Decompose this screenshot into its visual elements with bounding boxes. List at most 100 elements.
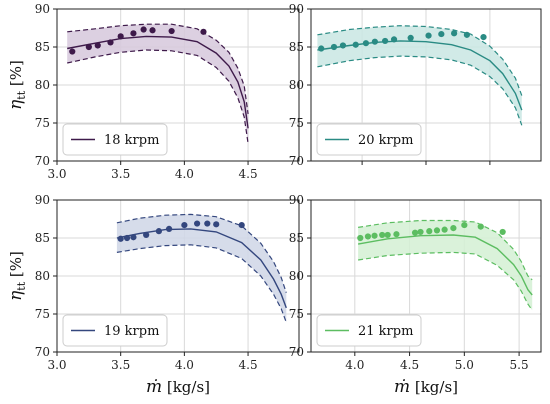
- panel-4-data-point: [411, 229, 419, 236]
- panel-1-data-point: [130, 30, 137, 37]
- panel-2-plot: [317, 25, 523, 126]
- panel-1-band: [67, 24, 249, 144]
- panel-4-data-point: [393, 231, 400, 238]
- panel-2-data-point: [318, 45, 325, 52]
- panel-4-model-line: [357, 234, 533, 296]
- panel-4-data-point: [417, 228, 424, 236]
- panel-1-data-point: [149, 27, 156, 34]
- panel-1-data-point: [140, 26, 147, 33]
- panel-3-upper-bound: [116, 213, 287, 293]
- panel-4-ytick-label: 80: [289, 269, 304, 283]
- panel-2: 70 75 80 85 90 20 krpm: [289, 2, 542, 168]
- panel-1: 70 75 80 85 90 3.0 3.5 4.0 4.5 18 krpm: [35, 2, 300, 181]
- panel-2-lower-bound: [317, 55, 523, 126]
- panel-1-data-point: [200, 28, 207, 35]
- panel-1-ytick-label: 75: [35, 116, 50, 130]
- panel-1-ytick-label: 85: [35, 40, 50, 54]
- panel-4-band: [358, 220, 533, 311]
- panel-3-xtick-label: 4.0: [175, 358, 194, 372]
- panel-3-legend-label: 19 krpm: [104, 324, 159, 339]
- panel-4-data-point: [364, 233, 372, 240]
- panel-2-ytick-label: 85: [289, 40, 304, 54]
- panel-1-ytick-label: 80: [35, 78, 50, 92]
- panel-3-model-line: [116, 228, 287, 309]
- panel-4-data-point: [477, 223, 484, 230]
- panel-2-data-point: [425, 32, 432, 39]
- panel-1-data-point: [117, 33, 124, 40]
- panel-3-data-point: [130, 234, 137, 241]
- panel-2-upper-bound: [317, 25, 523, 96]
- panel-3-legend: 19 krpm: [62, 314, 168, 347]
- panel-3-data-point: [204, 220, 211, 227]
- panel-4-data-point: [461, 221, 468, 229]
- panel-2-ytick-label: 80: [289, 78, 304, 92]
- panel-4-data-point: [371, 232, 378, 239]
- panel-3-data-point: [155, 228, 162, 235]
- panel-1-ylabel: ηtt [%]: [6, 60, 28, 110]
- panel-2-data-point: [330, 43, 338, 51]
- panel-4-data-point: [450, 225, 457, 232]
- panel-1-xtick-label: 3.0: [47, 167, 66, 181]
- panel-1-ytick-label: 90: [35, 2, 50, 16]
- panel-4-lower-bound: [358, 251, 533, 311]
- panel-4-legend-box: [316, 314, 422, 347]
- panel-1-xtick-label: 4.5: [239, 167, 258, 181]
- panel-1-upper-bound: [67, 23, 249, 114]
- panel-2-data-point: [480, 34, 487, 41]
- panel-3-plot: [116, 213, 287, 323]
- panel-3-data-point: [213, 221, 220, 228]
- panel-2-band: [317, 25, 522, 126]
- panel-2-legend: 20 krpm: [316, 123, 422, 156]
- panel-4-data-point: [357, 234, 364, 242]
- panel-1-xtick-label: 3.5: [111, 167, 130, 181]
- panel-3-ylabel: ηtt [%]: [6, 251, 28, 301]
- panel-4-xtick-label: 5.0: [455, 358, 474, 372]
- panel-1-xtick-label: 4.0: [175, 167, 194, 181]
- panel-2-data-point: [407, 34, 414, 41]
- panel-4: 70 75 80 85 90 4.0 4.5 5.0 5.5 21 krpm: [289, 193, 542, 372]
- panel-4-data-point: [426, 228, 433, 235]
- panel-3-lower-bound: [116, 244, 287, 323]
- panel-1-legend-label: 18 krpm: [104, 133, 159, 148]
- panel-3-data-point: [181, 221, 188, 229]
- panel-1-data-point: [107, 39, 114, 46]
- panel-1-legend-box: [62, 123, 168, 156]
- panel-1-data-point: [85, 43, 92, 51]
- panel-3-xlabel: ṁ [kg/s]: [146, 377, 210, 397]
- panel-4-xtick-label: 5.5: [510, 358, 529, 372]
- panel-3-data-point: [143, 231, 150, 239]
- panel-1-plot: [67, 23, 249, 144]
- panel-4-xtick-label: 4.5: [400, 358, 419, 372]
- panel-2-ytick-label: 90: [289, 2, 304, 16]
- panel-2-ytick-label: 75: [289, 116, 304, 130]
- panel-1-data-point: [69, 48, 76, 55]
- panel-1-legend: 18 krpm: [62, 123, 168, 156]
- panel-3-xtick-label: 4.5: [239, 358, 258, 372]
- panel-2-data-point: [438, 30, 445, 38]
- panel-4-xtick-label: 4.0: [345, 358, 364, 372]
- panel-4-ytick-label: 85: [289, 231, 304, 245]
- svg-text:ηtt [%]: ηtt [%]: [6, 251, 28, 301]
- panel-4-ytick-label: 75: [289, 307, 304, 321]
- panel-4-data-point: [433, 227, 441, 234]
- panel-3-ytick-label: 70: [35, 345, 50, 359]
- panel-3: 70 75 80 85 90 3.0 3.5 4.0 4.5 19 krpm: [35, 193, 300, 372]
- panel-2-data-point: [451, 30, 458, 37]
- panel-3-data-point: [117, 235, 124, 242]
- panel-1-data-point: [94, 42, 101, 49]
- panel-4-data-point: [441, 226, 448, 233]
- panel-2-data-point: [371, 38, 378, 45]
- panel-3-data-point: [165, 225, 173, 232]
- panel-3-ytick-label: 80: [35, 269, 50, 283]
- panel-4-data-point: [499, 228, 506, 236]
- panel-3-legend-box: [62, 314, 168, 347]
- panel-2-data-point: [390, 36, 398, 43]
- panel-2-data-point: [362, 40, 370, 47]
- panel-2-legend-box: [316, 123, 422, 156]
- svg-text:ηtt [%]: ηtt [%]: [6, 60, 28, 110]
- panel-4-xlabel: ṁ [kg/s]: [394, 377, 458, 397]
- panel-3-xtick-label: 3.0: [47, 358, 66, 372]
- panel-2-data-point: [463, 31, 470, 38]
- panel-4-data-point: [379, 231, 386, 239]
